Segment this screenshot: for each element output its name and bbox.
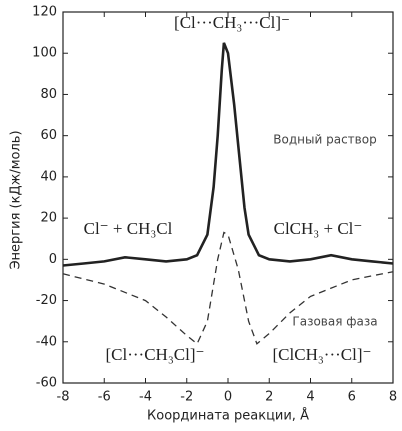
series-label: Газовая фаза	[292, 315, 377, 329]
y-tick-label: 0	[49, 252, 57, 267]
x-tick-label: 0	[224, 390, 232, 405]
series-label: Водный раствор	[273, 133, 376, 147]
x-tick-label: 4	[306, 390, 314, 405]
x-tick-label: -8	[57, 390, 70, 405]
y-tick-label: 120	[32, 5, 57, 20]
x-tick-label: 2	[265, 390, 273, 405]
x-axis-label: Координата реакции, Å	[147, 408, 309, 424]
annotation: [Cl···CH₃Cl]⁻	[106, 345, 205, 364]
x-tick-label: -4	[139, 390, 152, 405]
y-tick-label: -60	[36, 376, 57, 391]
x-tick-label: 6	[348, 390, 356, 405]
series-line	[62, 42, 394, 267]
x-tick-label: 8	[389, 390, 397, 405]
annotation: ClCH₃ + Cl⁻	[274, 219, 363, 238]
x-tick-label: -2	[180, 390, 193, 405]
y-tick-label: 80	[40, 87, 57, 102]
annotation: [ClCH₃···Cl]⁻	[273, 345, 372, 364]
y-tick-label: -40	[36, 334, 57, 349]
x-tick-label: -6	[98, 390, 111, 405]
annotation: Cl⁻ + CH₃Cl	[84, 219, 173, 238]
y-axis-label: Энергия (кДж/моль)	[9, 130, 24, 269]
y-tick-label: -20	[36, 293, 57, 308]
annotation: [Cl···CH₃···Cl]⁻	[174, 13, 290, 32]
y-tick-label: 40	[40, 169, 57, 184]
series-line	[62, 231, 394, 345]
y-tick-label: 100	[32, 46, 57, 61]
y-tick-label: 60	[40, 128, 57, 143]
y-tick-label: 20	[40, 211, 57, 226]
